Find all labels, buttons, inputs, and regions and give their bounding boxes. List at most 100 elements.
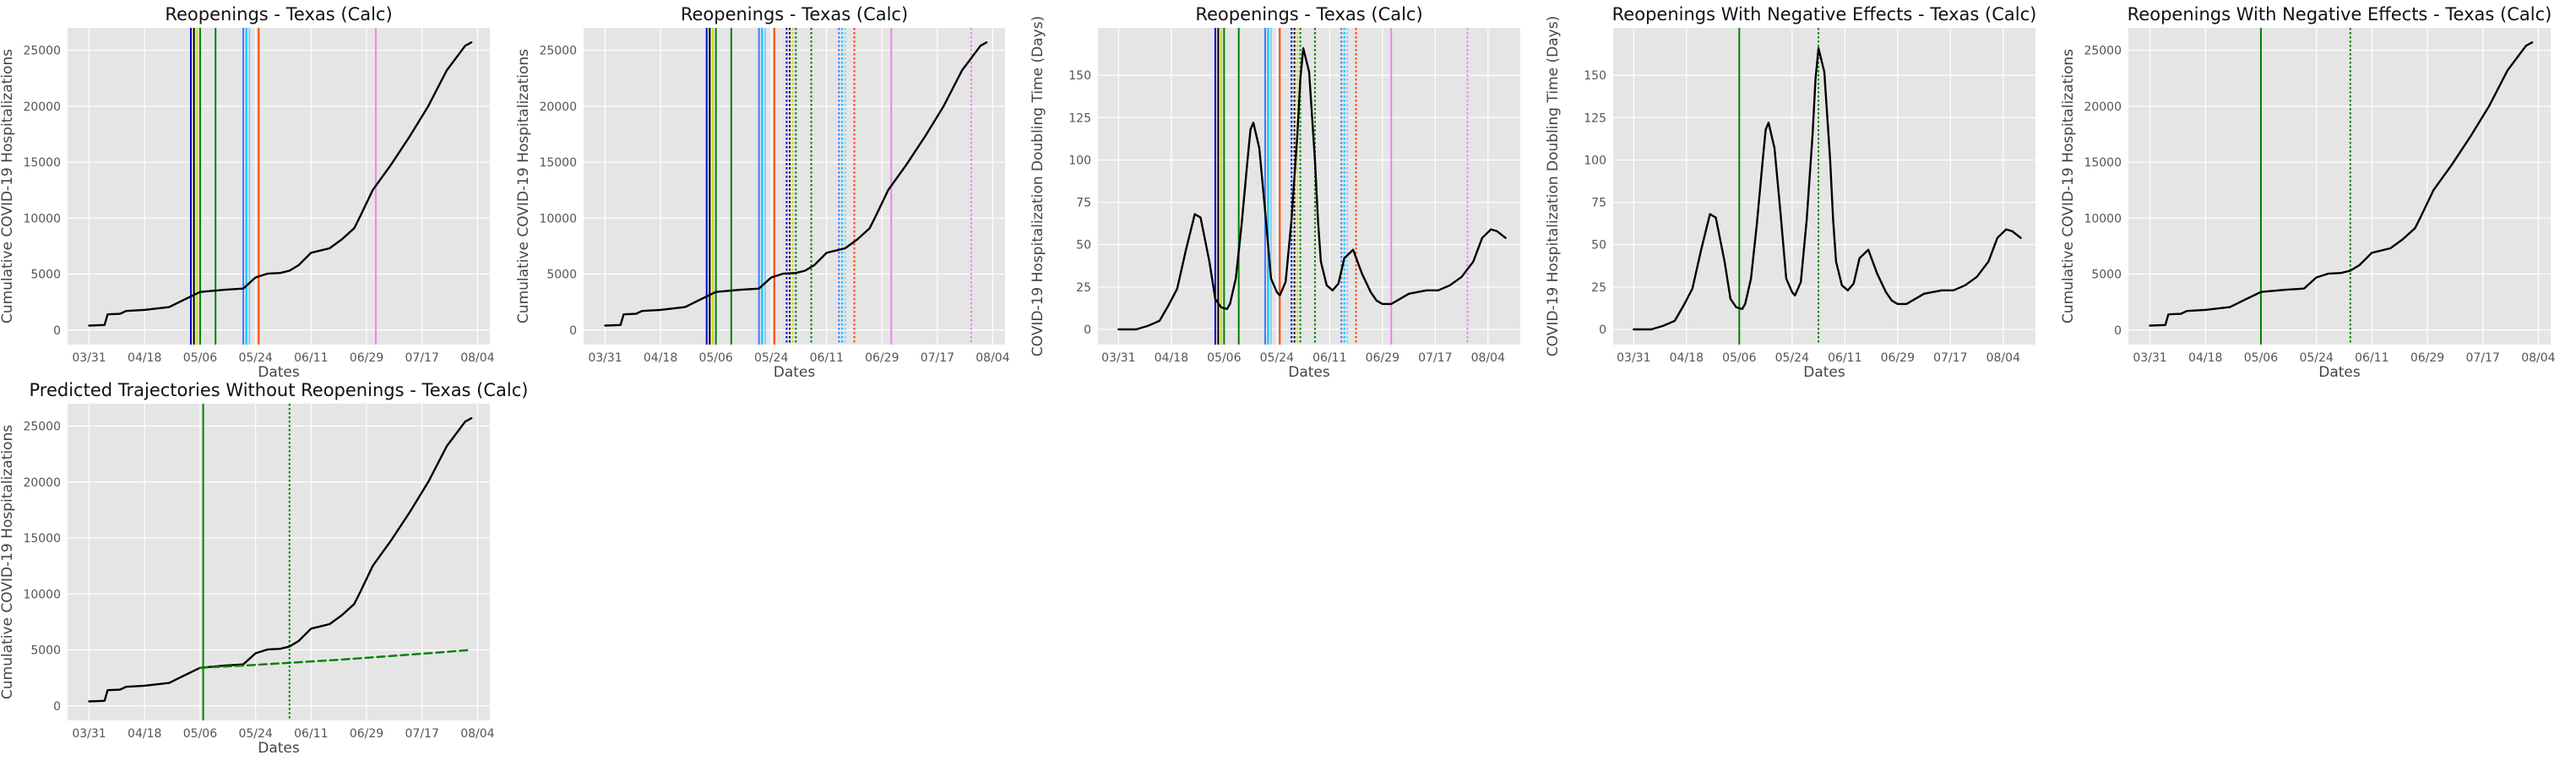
data-series-line xyxy=(2149,41,2534,327)
x-tick-label: 06/11 xyxy=(1312,351,1346,365)
x-tick-label: 06/29 xyxy=(865,351,899,365)
plot-area-background xyxy=(68,28,490,345)
y-tick-label: 25000 xyxy=(539,45,577,58)
x-tick-label: 03/31 xyxy=(1101,351,1135,365)
y-tick-label: 25 xyxy=(1591,281,1606,295)
x-tick-label: 05/24 xyxy=(1775,351,1809,365)
x-tick-label: 08/04 xyxy=(460,351,494,365)
plot-reopenings-cumulative-projected: 03/31 04/18 05/06 05/24 06/11 06/29 07/17 08/04… xyxy=(515,4,1010,381)
y-tick-label: 125 xyxy=(1068,111,1091,125)
x-tick-label: 07/17 xyxy=(1418,351,1452,365)
plot-reopenings-cumulative: 03/31 04/18 05/06 05/24 06/11 06/29 07/17 08/04… xyxy=(0,4,495,381)
y-tick-label: 25000 xyxy=(2084,45,2122,58)
y-tick-label: 15000 xyxy=(2084,156,2122,170)
y-axis-label: Cumulative COVID-19 Hospitalizations xyxy=(0,49,16,323)
x-tick-label: 06/29 xyxy=(1366,351,1399,365)
x-tick-label: 05/24 xyxy=(238,727,272,741)
x-axis-label: Dates xyxy=(1803,364,1845,381)
y-tick-label: 20000 xyxy=(23,101,61,114)
y-tick-label: 10000 xyxy=(23,588,61,601)
x-tick-label: 04/18 xyxy=(2188,351,2222,365)
x-tick-label: 05/24 xyxy=(238,351,272,365)
x-tick-label: 05/24 xyxy=(1260,351,1294,365)
y-tick-label: 50 xyxy=(1591,239,1606,253)
x-axis-label: Dates xyxy=(1288,364,1330,381)
y-tick-label: 0 xyxy=(1599,323,1606,337)
x-tick-label: 03/31 xyxy=(72,727,106,741)
y-tick-label: 5000 xyxy=(30,269,61,282)
plot-area-background xyxy=(2128,28,2551,345)
y-tick-label: 0 xyxy=(53,700,61,714)
x-tick-label: 08/04 xyxy=(1471,351,1505,365)
y-tick-label: 25000 xyxy=(23,421,61,434)
x-tick-label: 04/18 xyxy=(1155,351,1188,365)
predicted-series-line xyxy=(198,649,473,669)
data-series-line xyxy=(1633,46,2022,331)
x-tick-label: 06/29 xyxy=(350,727,383,741)
x-tick-label: 07/17 xyxy=(1933,351,1967,365)
x-tick-label: 04/18 xyxy=(128,351,161,365)
x-axis-label: Dates xyxy=(258,740,300,757)
x-tick-label: 08/04 xyxy=(2521,351,2555,365)
x-tick-label: 05/06 xyxy=(183,727,217,741)
x-tick-label: 07/17 xyxy=(2466,351,2500,365)
y-axis-label: Cumulative COVID-19 Hospitalizations xyxy=(0,425,16,699)
x-tick-label: 06/11 xyxy=(810,351,844,365)
x-tick-label: 08/04 xyxy=(460,727,494,741)
x-tick-label: 07/17 xyxy=(921,351,954,365)
y-axis-label: Cumulative COVID-19 Hospitalizations xyxy=(515,49,532,323)
plot-predicted-without-reopenings: 03/31 04/18 05/06 05/24 06/11 06/29 07/17 08/04… xyxy=(0,380,528,757)
x-tick-label: 06/11 xyxy=(1828,351,1861,365)
x-tick-label: 06/29 xyxy=(350,351,383,365)
x-tick-label: 05/06 xyxy=(1722,351,1756,365)
y-tick-label: 15000 xyxy=(23,156,61,170)
y-tick-label: 15000 xyxy=(539,156,577,170)
data-series-line xyxy=(88,417,473,703)
x-tick-label: 03/31 xyxy=(2133,351,2166,365)
x-tick-label: 04/18 xyxy=(1670,351,1704,365)
x-tick-label: 05/06 xyxy=(698,351,732,365)
x-tick-label: 05/24 xyxy=(2299,351,2333,365)
x-tick-label: 04/18 xyxy=(644,351,677,365)
y-tick-label: 0 xyxy=(2114,324,2122,338)
y-tick-label: 125 xyxy=(1584,111,1606,125)
x-tick-label: 06/29 xyxy=(1881,351,1915,365)
plot-area-background xyxy=(584,28,1005,345)
y-axis-label: COVID-19 Hospitalization Doubling Time (… xyxy=(1545,16,1562,356)
y-tick-label: 5000 xyxy=(2091,269,2122,282)
plot-title: Reopenings - Texas (Calc) xyxy=(681,4,908,24)
y-tick-label: 10000 xyxy=(23,212,61,225)
y-axis-label: Cumulative COVID-19 Hospitalizations xyxy=(2060,49,2077,323)
x-tick-label: 07/17 xyxy=(405,351,439,365)
x-tick-label: 05/06 xyxy=(1207,351,1241,365)
x-tick-label: 08/04 xyxy=(976,351,1009,365)
y-tick-label: 5000 xyxy=(30,644,61,658)
y-tick-label: 10000 xyxy=(539,212,577,225)
y-axis-label: COVID-19 Hospitalization Doubling Time (… xyxy=(1030,16,1046,356)
y-tick-label: 150 xyxy=(1584,69,1606,83)
x-tick-label: 07/17 xyxy=(405,727,439,741)
y-tick-label: 100 xyxy=(1068,154,1091,167)
x-axis-label: Dates xyxy=(774,364,816,381)
y-tick-label: 100 xyxy=(1584,154,1606,167)
plot-title: Reopenings - Texas (Calc) xyxy=(165,4,392,24)
x-tick-label: 06/11 xyxy=(2355,351,2389,365)
plot-title: Reopenings With Negative Effects - Texas… xyxy=(2128,4,2552,24)
plot-negative-effects-cumulative: 03/31 04/18 05/06 05/24 06/11 06/29 07/17 08/04… xyxy=(2060,4,2556,381)
y-tick-label: 20000 xyxy=(539,101,577,114)
y-tick-label: 0 xyxy=(569,324,577,338)
y-tick-label: 25 xyxy=(1076,281,1091,295)
y-tick-label: 75 xyxy=(1076,197,1091,210)
plot-title: Reopenings With Negative Effects - Texas… xyxy=(1612,4,2037,24)
x-tick-label: 04/18 xyxy=(128,727,161,741)
plot-area-background xyxy=(68,404,490,720)
x-tick-label: 06/29 xyxy=(2410,351,2444,365)
plot-title: Reopenings - Texas (Calc) xyxy=(1195,4,1422,24)
x-tick-label: 05/24 xyxy=(754,351,788,365)
plot-negative-effects-doubling-time: 03/31 04/18 05/06 05/24 06/11 06/29 07/17 08/04… xyxy=(1545,4,2036,381)
x-tick-label: 05/06 xyxy=(2244,351,2278,365)
y-tick-label: 150 xyxy=(1068,69,1091,83)
data-series-line xyxy=(1117,46,1507,331)
y-tick-label: 75 xyxy=(1591,197,1606,210)
